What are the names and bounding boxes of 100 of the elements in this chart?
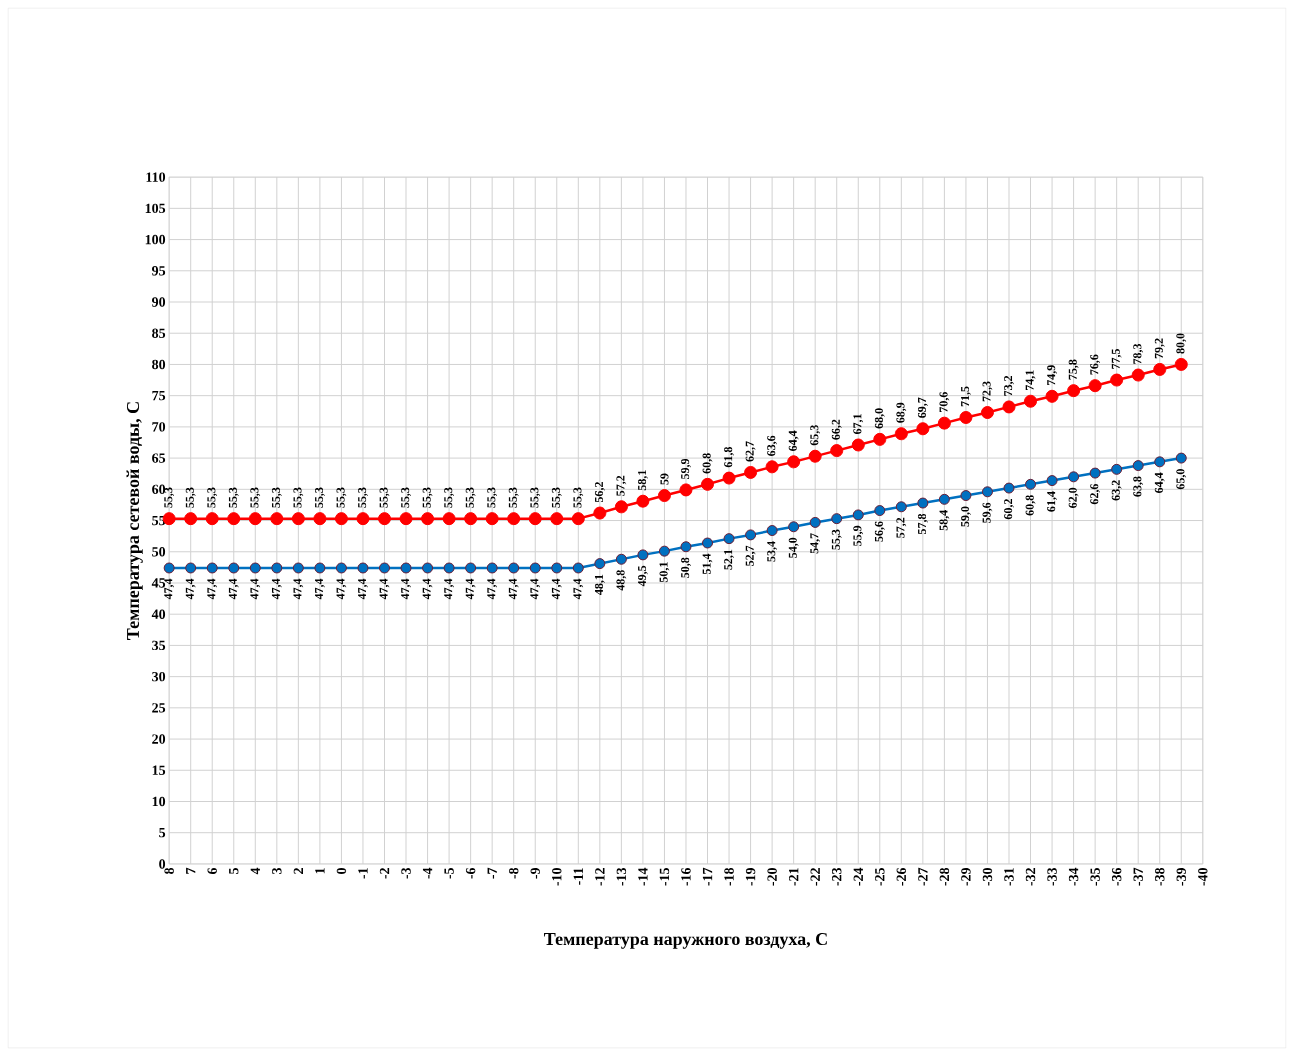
point <box>313 512 327 526</box>
point <box>356 512 370 526</box>
data-label: 62,0 <box>1068 487 1079 508</box>
y-tick-label: 5 <box>159 828 166 838</box>
x-axis-title: Температура наружного воздуха, С <box>544 932 827 949</box>
point <box>1024 394 1038 408</box>
x-tick-label: -6 <box>465 867 476 879</box>
x-tick-label: -1 <box>358 868 368 879</box>
point <box>1153 362 1167 376</box>
point <box>722 471 736 485</box>
point <box>270 512 284 526</box>
point <box>1025 478 1037 490</box>
data-label: 64,4 <box>788 430 799 451</box>
x-tick-label: 6 <box>207 867 217 874</box>
data-label: 47,4 <box>207 578 218 600</box>
point <box>379 562 390 574</box>
data-label: 59,6 <box>982 502 993 523</box>
data-label: 47,4 <box>271 578 282 600</box>
data-label: 63,6 <box>767 435 778 456</box>
point <box>788 521 800 533</box>
data-label: 56,6 <box>874 521 885 542</box>
point <box>960 490 972 502</box>
x-tick-label: -20 <box>767 867 777 886</box>
x-tick-label: -28 <box>939 867 950 886</box>
point <box>873 432 887 446</box>
point <box>291 512 305 526</box>
data-label: 71,5 <box>961 386 971 407</box>
y-tick-label: 10 <box>152 796 166 807</box>
data-label: 47,4 <box>530 578 541 600</box>
data-label: 51,4 <box>702 553 713 574</box>
data-label: 58,1 <box>637 470 648 491</box>
y-tick-label: 50 <box>152 547 166 557</box>
x-tick-label: -35 <box>1090 867 1100 886</box>
y-tick-label: 30 <box>152 671 166 682</box>
y-tick-label: 55 <box>152 515 166 526</box>
data-label: 58,4 <box>939 510 950 531</box>
data-label: 55,3 <box>831 529 842 550</box>
x-tick-label: 0 <box>336 867 347 874</box>
data-label: 57,2 <box>616 475 627 496</box>
point <box>1088 379 1102 393</box>
data-label: 79,2 <box>1154 338 1165 359</box>
point <box>830 444 844 458</box>
data-label: 65,3 <box>810 425 821 446</box>
data-label: 55,3 <box>164 487 175 508</box>
data-label: 55,3 <box>228 487 239 508</box>
point <box>443 562 455 574</box>
point <box>1154 456 1166 468</box>
data-label: 55,3 <box>508 487 519 508</box>
x-tick-label: -23 <box>832 867 842 886</box>
y-tick-label: 90 <box>152 297 166 307</box>
x-tick-label: 1 <box>315 868 325 874</box>
data-label: 78,3 <box>1133 343 1144 364</box>
point <box>1067 384 1081 398</box>
point <box>701 477 715 491</box>
x-tick-label: -12 <box>595 868 605 886</box>
data-label: 55,3 <box>314 487 325 508</box>
y-tick-label: 60 <box>152 484 166 495</box>
point <box>593 506 607 520</box>
point <box>271 562 283 574</box>
point <box>744 465 758 479</box>
x-tick-label: -15 <box>659 867 670 886</box>
data-label: 68,0 <box>874 408 885 429</box>
data-label: 73,2 <box>1004 375 1014 396</box>
point <box>1132 460 1144 472</box>
data-label: 74,1 <box>1025 370 1036 391</box>
data-label: 49,5 <box>638 565 648 587</box>
point <box>1089 467 1101 479</box>
x-tick-label: -31 <box>1004 868 1014 886</box>
data-label: 77,5 <box>1111 348 1122 369</box>
point <box>357 562 369 574</box>
point <box>1174 357 1188 371</box>
x-tick-label: -39 <box>1176 867 1186 886</box>
data-label: 55,9 <box>853 525 864 546</box>
data-label: 50,8 <box>681 557 691 578</box>
point <box>335 562 347 574</box>
point <box>657 489 671 503</box>
x-tick-label: -17 <box>702 867 713 886</box>
point <box>163 562 175 574</box>
data-label: 70,6 <box>939 391 950 412</box>
x-tick-label: -4 <box>422 867 433 879</box>
data-label: 68,9 <box>896 402 907 423</box>
point <box>1002 400 1016 414</box>
point <box>895 501 907 513</box>
point <box>981 486 993 498</box>
data-label: 66,2 <box>831 419 842 440</box>
data-label: 52,7 <box>745 545 756 566</box>
data-label: 57,8 <box>917 513 928 535</box>
x-tick-label: -16 <box>681 867 691 886</box>
y-tick-label: 110 <box>146 172 166 182</box>
data-label: 80,0 <box>1176 333 1187 354</box>
y-axis-title: Температура сетевой воды, С <box>126 402 143 640</box>
point <box>334 512 348 526</box>
data-label: 60,8 <box>702 453 713 474</box>
point <box>551 562 563 574</box>
data-label: 55,3 <box>250 487 261 508</box>
x-tick-label: -24 <box>853 867 863 886</box>
point <box>314 562 326 574</box>
data-label: 61,4 <box>1047 491 1057 512</box>
point <box>1045 389 1059 403</box>
point <box>227 512 241 526</box>
